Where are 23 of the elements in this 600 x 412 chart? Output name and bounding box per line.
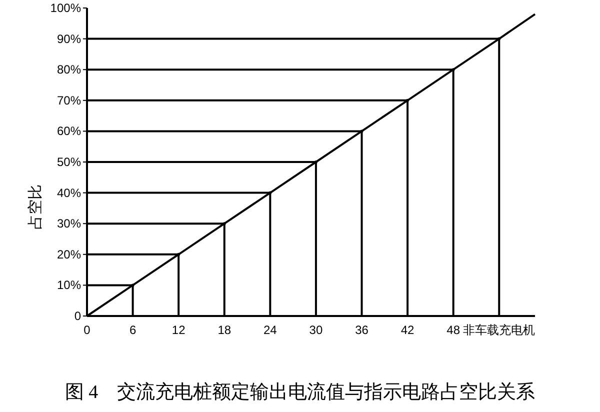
- x-tick-label: 30: [309, 323, 323, 337]
- y-axis-title: 占空比: [27, 184, 44, 230]
- y-tick-label: 10%: [56, 278, 82, 292]
- x-tick-label: 24: [263, 323, 278, 337]
- x-tick-label: 18: [218, 323, 232, 337]
- x-tick-label: 12: [172, 323, 186, 337]
- x-tick-label: 0: [84, 323, 91, 337]
- y-tick-label: 70%: [56, 93, 82, 108]
- y-tick-label: 100%: [50, 1, 82, 15]
- x-tick-label: 6: [129, 323, 136, 337]
- text: 图 4 交流充电桩额定输出电流值与指示电路占空比关系: [64, 381, 536, 403]
- x-tick-label: 36: [355, 323, 369, 337]
- y-tick-label: 90%: [56, 32, 82, 46]
- x-tick-label: 非车载充电机: [463, 323, 536, 337]
- y-tick-label: 0: [74, 309, 82, 323]
- y-tick-label: 40%: [56, 186, 82, 200]
- y-tick-label: 20%: [56, 247, 82, 262]
- y-tick-label: 30%: [56, 216, 82, 231]
- y-tick-label: 60%: [56, 124, 82, 138]
- y-tick-label: 80%: [56, 62, 82, 77]
- x-tick-label: 48: [446, 323, 460, 337]
- x-tick-label: 42: [400, 323, 415, 337]
- y-tick-label: 50%: [56, 155, 82, 169]
